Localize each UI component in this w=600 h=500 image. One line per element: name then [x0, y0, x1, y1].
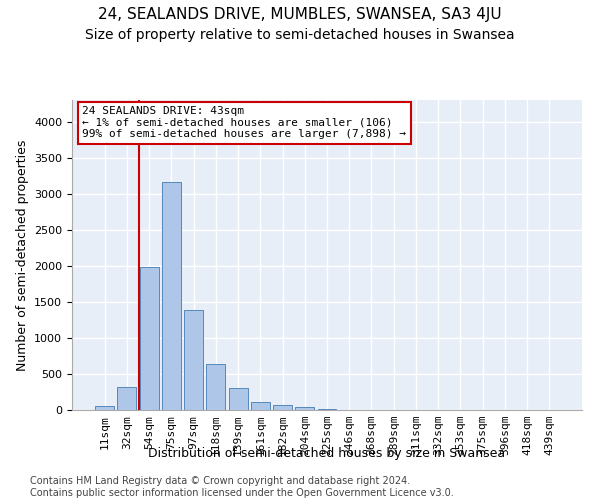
Bar: [251, 402, 270, 410]
Text: 24, SEALANDS DRIVE, MUMBLES, SWANSEA, SA3 4JU: 24, SEALANDS DRIVE, MUMBLES, SWANSEA, SA…: [98, 8, 502, 22]
Text: Distribution of semi-detached houses by size in Swansea: Distribution of semi-detached houses by …: [148, 448, 506, 460]
Text: Contains HM Land Registry data © Crown copyright and database right 2024.
Contai: Contains HM Land Registry data © Crown c…: [30, 476, 454, 498]
Bar: [118, 388, 136, 410]
Bar: [140, 268, 158, 410]
Bar: [273, 406, 292, 410]
Bar: [95, 406, 114, 410]
Bar: [229, 388, 248, 410]
Y-axis label: Number of semi-detached properties: Number of semi-detached properties: [16, 140, 29, 370]
Bar: [162, 182, 181, 410]
Text: 24 SEALANDS DRIVE: 43sqm
← 1% of semi-detached houses are smaller (106)
99% of s: 24 SEALANDS DRIVE: 43sqm ← 1% of semi-de…: [82, 106, 406, 140]
Bar: [206, 364, 225, 410]
Text: Size of property relative to semi-detached houses in Swansea: Size of property relative to semi-detach…: [85, 28, 515, 42]
Bar: [184, 310, 203, 410]
Bar: [295, 407, 314, 410]
Bar: [317, 408, 337, 410]
